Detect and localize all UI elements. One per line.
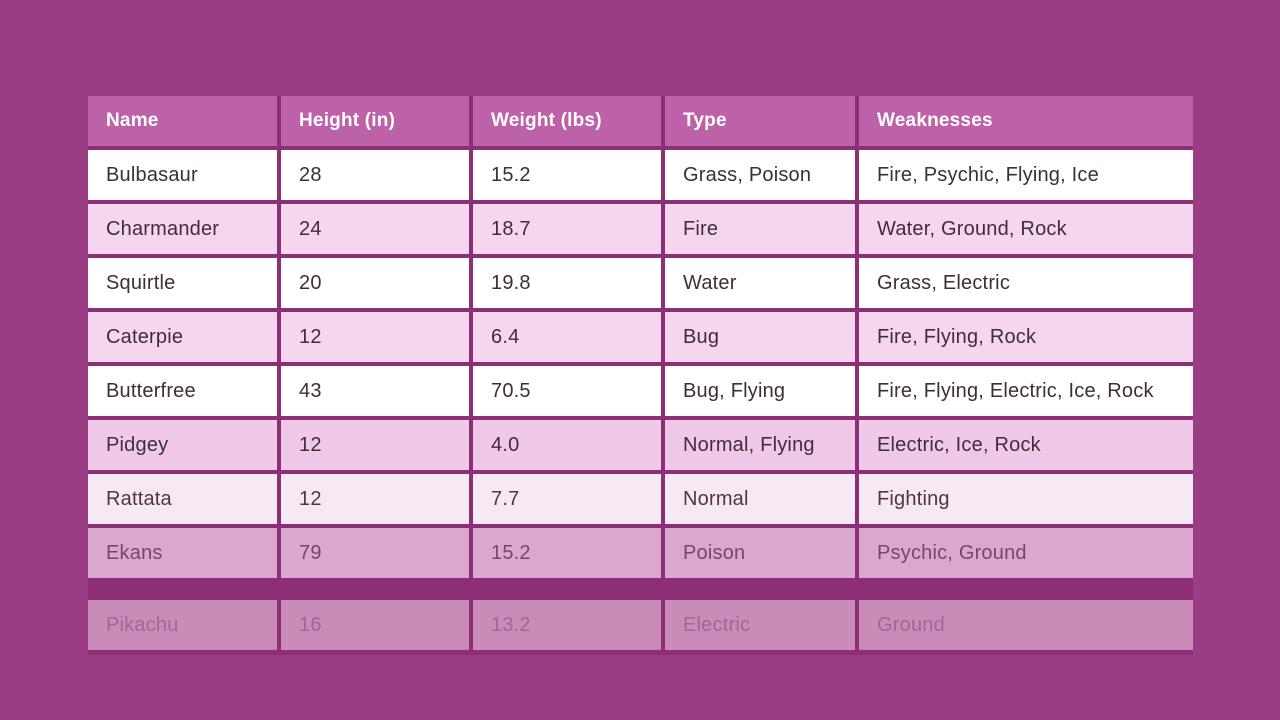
cell-weaknesses: Psychic, Ground bbox=[859, 528, 1193, 578]
cell-type: Normal bbox=[665, 474, 855, 524]
cell-height: 24 bbox=[281, 204, 469, 254]
table-row: Rattata 12 7.7 Normal Fighting bbox=[88, 474, 1193, 524]
table-row: Butterfree 43 70.5 Bug, Flying Fire, Fly… bbox=[88, 366, 1193, 416]
cell-type: Fire bbox=[665, 204, 855, 254]
column-header-name: Name bbox=[88, 96, 277, 146]
cell-height: 28 bbox=[281, 150, 469, 200]
pokemon-table: Name Height (in) Weight (lbs) Type Weakn… bbox=[88, 96, 1193, 655]
table-row: Bulbasaur 28 15.2 Grass, Poison Fire, Ps… bbox=[88, 150, 1193, 200]
cell-type: Water bbox=[665, 258, 855, 308]
cell-weaknesses: Fire, Flying, Rock bbox=[859, 312, 1193, 362]
cell-name: Pidgey bbox=[88, 420, 277, 470]
column-header-weaknesses: Weaknesses bbox=[859, 96, 1193, 146]
table-row: Pidgey 12 4.0 Normal, Flying Electric, I… bbox=[88, 420, 1193, 470]
cell-height: 79 bbox=[281, 528, 469, 578]
cell-type: Electric bbox=[665, 600, 855, 650]
cell-weight: 18.7 bbox=[473, 204, 661, 254]
cell-weight: 15.2 bbox=[473, 528, 661, 578]
cell-weight: 15.2 bbox=[473, 150, 661, 200]
table-row: Caterpie 12 6.4 Bug Fire, Flying, Rock bbox=[88, 312, 1193, 362]
cell-height: 12 bbox=[281, 312, 469, 362]
cell-weaknesses: Fire, Psychic, Flying, Ice bbox=[859, 150, 1193, 200]
cell-weaknesses: Fire, Flying, Electric, Ice, Rock bbox=[859, 366, 1193, 416]
cell-weaknesses: Ground bbox=[859, 600, 1193, 650]
column-header-type: Type bbox=[665, 96, 855, 146]
cell-height: 16 bbox=[281, 600, 469, 650]
cell-name: Ekans bbox=[88, 528, 277, 578]
cell-type: Grass, Poison bbox=[665, 150, 855, 200]
column-header-height: Height (in) bbox=[281, 96, 469, 146]
table-body: Bulbasaur 28 15.2 Grass, Poison Fire, Ps… bbox=[88, 150, 1193, 650]
cell-name: Rattata bbox=[88, 474, 277, 524]
cell-name: Squirtle bbox=[88, 258, 277, 308]
cell-weight: 13.2 bbox=[473, 600, 661, 650]
cell-type: Poison bbox=[665, 528, 855, 578]
table-row: Pikachu 16 13.2 Electric Ground bbox=[88, 600, 1193, 650]
table-row: Squirtle 20 19.8 Water Grass, Electric bbox=[88, 258, 1193, 308]
table-row: Ekans 79 15.2 Poison Psychic, Ground bbox=[88, 528, 1193, 578]
table-header-row: Name Height (in) Weight (lbs) Type Weakn… bbox=[88, 96, 1193, 146]
cell-weight: 19.8 bbox=[473, 258, 661, 308]
column-header-weight: Weight (lbs) bbox=[473, 96, 661, 146]
cell-weaknesses: Electric, Ice, Rock bbox=[859, 420, 1193, 470]
cell-weight: 70.5 bbox=[473, 366, 661, 416]
cell-name: Caterpie bbox=[88, 312, 277, 362]
cell-type: Normal, Flying bbox=[665, 420, 855, 470]
cell-type: Bug bbox=[665, 312, 855, 362]
cell-weaknesses: Water, Ground, Rock bbox=[859, 204, 1193, 254]
cell-name: Bulbasaur bbox=[88, 150, 277, 200]
cell-weight: 7.7 bbox=[473, 474, 661, 524]
cell-name: Pikachu bbox=[88, 600, 277, 650]
cell-name: Charmander bbox=[88, 204, 277, 254]
cell-type: Bug, Flying bbox=[665, 366, 855, 416]
cell-weaknesses: Fighting bbox=[859, 474, 1193, 524]
cell-weaknesses: Grass, Electric bbox=[859, 258, 1193, 308]
cell-weight: 6.4 bbox=[473, 312, 661, 362]
cell-height: 43 bbox=[281, 366, 469, 416]
cell-weight: 4.0 bbox=[473, 420, 661, 470]
cell-height: 12 bbox=[281, 420, 469, 470]
cell-height: 20 bbox=[281, 258, 469, 308]
table-row: Charmander 24 18.7 Fire Water, Ground, R… bbox=[88, 204, 1193, 254]
cell-name: Butterfree bbox=[88, 366, 277, 416]
cell-height: 12 bbox=[281, 474, 469, 524]
